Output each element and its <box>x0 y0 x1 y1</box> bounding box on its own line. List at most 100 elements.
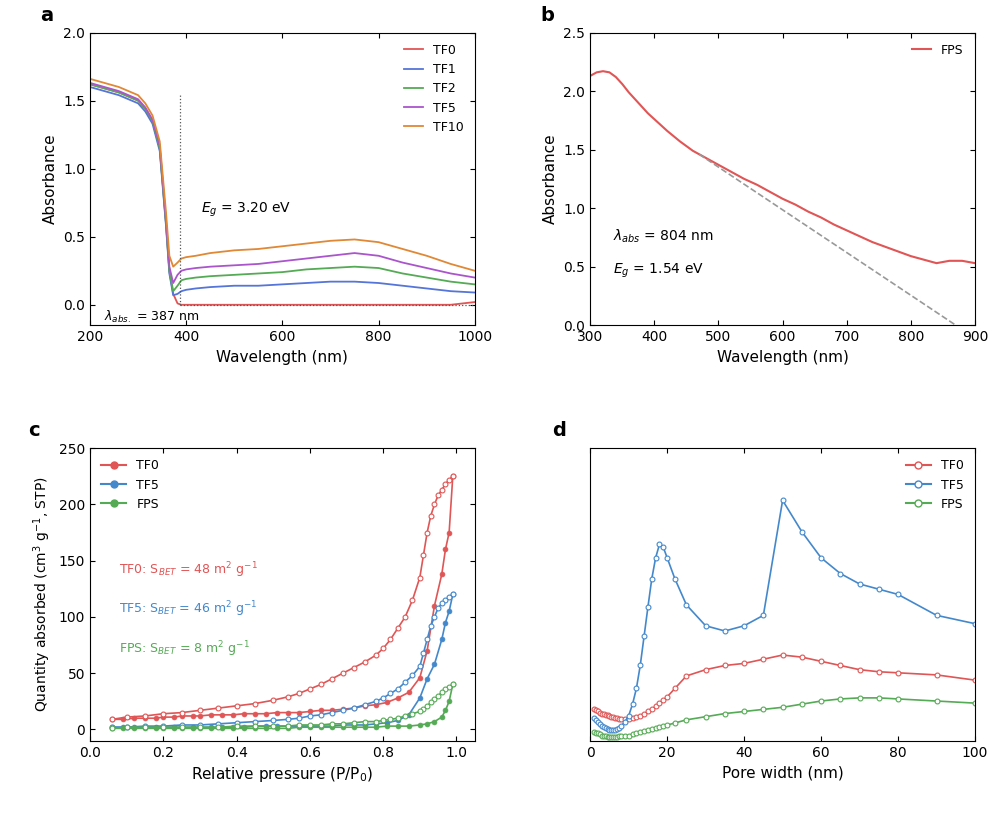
Text: TF5: S$_{BET}$ = 46 m$^2$ g$^{-1}$: TF5: S$_{BET}$ = 46 m$^2$ g$^{-1}$ <box>119 600 258 619</box>
Legend: TF0, TF5, FPS: TF0, TF5, FPS <box>96 454 164 516</box>
TF10 <box>103 80 115 90</box>
TF1 <box>421 283 433 293</box>
TF10 <box>139 98 151 108</box>
Line: TF10: TF10 <box>90 79 475 271</box>
TF10 <box>445 259 457 269</box>
TF10 <box>397 244 409 254</box>
TF10 <box>163 251 175 260</box>
TF1 <box>180 285 192 295</box>
FPS <box>789 199 801 209</box>
TF0 <box>349 300 361 309</box>
FPS <box>712 160 724 169</box>
X-axis label: Wavelength (nm): Wavelength (nm) <box>216 350 348 365</box>
FPS <box>751 180 763 190</box>
TF10 <box>160 208 172 217</box>
TF0 <box>421 300 433 309</box>
TF10 <box>421 251 433 260</box>
TF10 <box>204 248 216 258</box>
Legend: TF0, TF1, TF2, TF5, TF10: TF0, TF1, TF2, TF5, TF10 <box>399 39 469 139</box>
TF10 <box>373 238 385 247</box>
TF1 <box>300 278 312 288</box>
TF1 <box>163 269 175 278</box>
TF2 <box>167 287 179 296</box>
TF5 <box>204 262 216 272</box>
FPS <box>879 242 891 252</box>
TF0 <box>180 300 192 309</box>
X-axis label: Wavelength (nm): Wavelength (nm) <box>717 350 849 365</box>
Text: b: b <box>540 6 554 25</box>
TF2 <box>373 263 385 273</box>
TF1 <box>228 281 240 291</box>
TF5 <box>132 94 144 104</box>
TF0 <box>113 88 125 98</box>
TF1 <box>113 90 125 100</box>
TF0 <box>228 300 240 309</box>
FPS <box>725 167 737 177</box>
TF1 <box>175 287 187 296</box>
FPS <box>841 225 853 235</box>
TF10 <box>349 234 361 244</box>
TF2 <box>160 218 172 228</box>
TF0 <box>397 300 409 309</box>
TF10 <box>172 258 184 268</box>
Text: $\lambda_{abs}$ = 804 nm: $\lambda_{abs}$ = 804 nm <box>613 228 714 245</box>
FPS <box>687 146 699 155</box>
TF10 <box>190 251 202 260</box>
TF1 <box>167 291 179 300</box>
TF2 <box>147 116 159 126</box>
TF2 <box>94 82 106 92</box>
TF1 <box>373 278 385 288</box>
TF0 <box>300 300 312 309</box>
FPS <box>956 256 968 265</box>
FPS <box>815 212 827 222</box>
FPS <box>764 187 776 197</box>
FPS <box>854 231 866 241</box>
FPS <box>943 256 955 265</box>
FPS <box>700 153 712 163</box>
TF2 <box>324 263 336 273</box>
TF2 <box>190 273 202 282</box>
TF0 <box>469 297 481 307</box>
TF1 <box>147 119 159 129</box>
TF2 <box>122 92 134 102</box>
Legend: TF0, TF5, FPS: TF0, TF5, FPS <box>901 454 969 516</box>
TF0 <box>204 300 216 309</box>
TF0 <box>324 300 336 309</box>
TF1 <box>139 107 151 116</box>
TF2 <box>132 96 144 106</box>
FPS <box>597 66 609 76</box>
Line: TF0: TF0 <box>90 85 475 304</box>
TF1 <box>252 281 264 291</box>
TF0 <box>163 266 175 276</box>
FPS <box>616 79 628 89</box>
Text: $E_g$ = 3.20 eV: $E_g$ = 3.20 eV <box>201 200 291 219</box>
TF5 <box>113 86 125 96</box>
TF5 <box>300 254 312 264</box>
TF0 <box>167 289 179 299</box>
TF5 <box>103 84 115 94</box>
TF5 <box>154 141 166 151</box>
TF1 <box>84 82 96 92</box>
TF10 <box>122 86 134 96</box>
TF5 <box>397 258 409 268</box>
TF5 <box>373 251 385 260</box>
TF10 <box>175 254 187 264</box>
TF2 <box>204 271 216 281</box>
FPS <box>584 71 596 81</box>
TF2 <box>469 279 481 289</box>
TF5 <box>276 256 288 266</box>
FPS <box>636 102 648 112</box>
TF2 <box>300 265 312 274</box>
TF10 <box>276 242 288 252</box>
TF2 <box>421 273 433 282</box>
TF0 <box>190 300 202 309</box>
FPS <box>674 137 686 147</box>
TF1 <box>349 277 361 287</box>
TF5 <box>324 251 336 260</box>
Line: TF1: TF1 <box>90 87 475 295</box>
TF0 <box>132 96 144 106</box>
TF5 <box>172 270 184 280</box>
TF5 <box>147 115 159 125</box>
FPS <box>610 72 622 82</box>
Text: $E_g$ = 1.54 eV: $E_g$ = 1.54 eV <box>613 262 704 280</box>
